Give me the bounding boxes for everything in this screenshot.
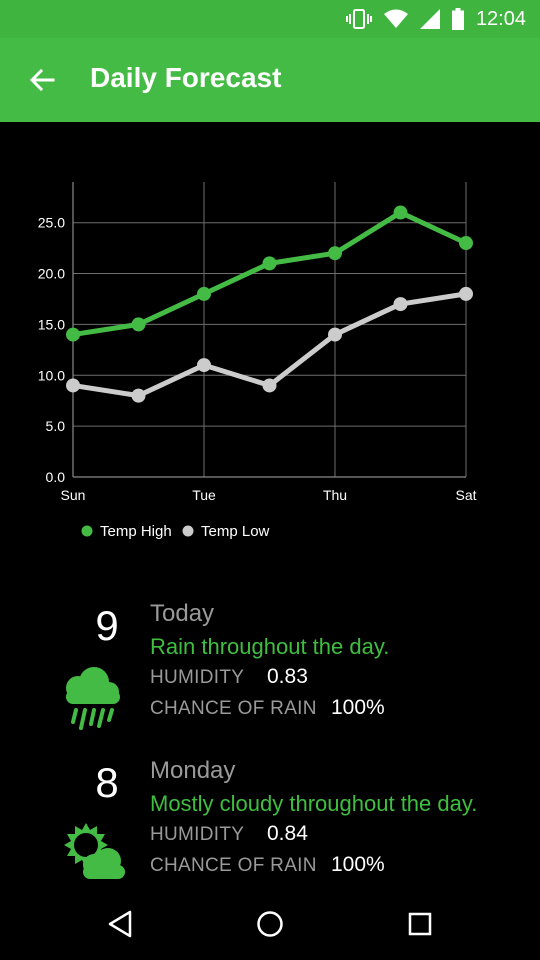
arrow-back-icon [29,68,55,92]
battery-icon [451,8,464,30]
nav-home-icon [257,911,283,937]
x-tick-label: Tue [192,487,216,503]
partly-cloudy-icon [56,819,128,891]
legend-label: Temp High [100,523,172,540]
data-point-temp-low [459,286,473,301]
data-point-temp-low [131,388,146,403]
data-point-temp-low [262,378,277,393]
y-axis-ticks: 0.0 5.0 10.0 15.0 20.0 25.0 [38,215,65,485]
chart-legend: Temp High Temp Low [81,523,270,540]
legend-marker [81,525,93,537]
x-tick-label: Sat [455,487,476,503]
chart-series [66,205,473,403]
y-tick-label: 25.0 [38,215,65,231]
data-point-temp-high [328,246,342,261]
day-temperature: 8 [95,759,119,806]
nav-back-icon [108,910,132,938]
page-title: Daily Forecast [90,62,282,93]
humidity-label: HUMIDITY [150,824,245,845]
x-tick-label: Thu [323,487,347,503]
wifi-icon [383,9,408,29]
status-bar: 12:04 [0,0,540,38]
data-point-temp-high [131,317,146,332]
humidity-label: HUMIDITY [150,667,245,688]
y-tick-label: 10.0 [38,367,65,383]
nav-home-button[interactable] [250,904,290,944]
chance-of-rain-value: 100% [331,853,385,876]
humidity-value: 0.83 [267,665,308,688]
chart-grid [72,182,467,478]
chance-of-rain-label: CHANCE OF RAIN [150,698,317,719]
legend-label: Temp Low [201,523,270,540]
data-point-temp-low [197,358,211,373]
day-name: Today [150,600,215,627]
nav-recents-button[interactable] [400,904,440,944]
rain-cloud-icon [56,662,128,734]
signal-icon [419,9,440,29]
forecast-list: 9 [0,590,540,904]
status-icons: 12:04 [334,0,526,38]
x-axis-ticks: Sun Tue Thu Sat [61,487,477,503]
nav-recents-icon [408,912,432,936]
day-name: Monday [150,757,236,784]
day-summary: Mostly cloudy throughout the day. [150,791,478,816]
chance-of-rain-label: CHANCE OF RAIN [150,855,317,876]
y-tick-label: 0.0 [46,469,66,485]
y-tick-label: 15.0 [38,316,65,332]
day-summary: Rain throughout the day. [150,634,390,659]
vibrate-icon [345,9,372,29]
chance-of-rain-value: 100% [331,696,385,719]
data-point-temp-high [459,236,473,251]
nav-back-button[interactable] [100,904,140,944]
legend-marker [182,525,194,537]
data-point-temp-high [393,205,408,220]
status-time: 12:04 [475,7,526,30]
back-button[interactable] [22,60,62,100]
data-point-temp-high [197,286,211,301]
data-point-temp-high [66,327,80,342]
y-tick-label: 5.0 [46,418,66,434]
humidity-value: 0.84 [267,822,308,845]
data-point-temp-low [66,378,80,393]
forecast-item-monday[interactable]: 8 Monday Mostly cloudy throughout the da… [0,747,540,904]
day-temperature: 9 [95,602,119,649]
chart-svg: 0.0 5.0 10.0 15.0 20.0 25.0 Sun Tue Thu Sat Temp… [38,182,477,540]
data-point-temp-low [393,297,408,312]
x-tick-label: Sun [61,487,86,503]
navigation-bar [0,888,540,960]
y-tick-label: 20.0 [38,266,65,282]
forecast-item-today[interactable]: 9 [0,590,540,747]
forecast-chart: 0.0 5.0 10.0 15.0 20.0 25.0 Sun Tue Thu Sat Temp… [0,122,540,562]
data-point-temp-low [328,327,342,342]
data-point-temp-high [262,256,277,271]
app-bar: Daily Forecast [0,38,540,122]
